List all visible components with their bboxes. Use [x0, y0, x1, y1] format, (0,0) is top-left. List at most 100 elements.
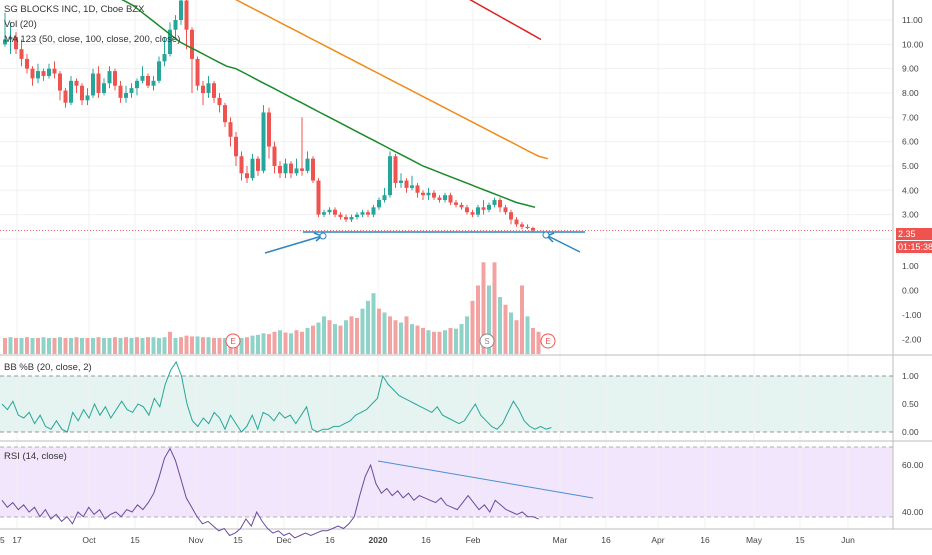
event-label-s1: S: [484, 337, 489, 346]
candle-body: [305, 158, 310, 171]
volume-bar: [190, 336, 194, 354]
bb-band-fill: [0, 376, 893, 432]
candle-body: [267, 112, 271, 147]
event-marker-e2: [540, 333, 556, 349]
candle-body: [278, 165, 282, 174]
volume-bar: [201, 337, 205, 354]
volume-bar: [19, 337, 24, 354]
candle-body: [459, 204, 464, 208]
volume-bar: [272, 331, 277, 354]
candle-body: [448, 195, 453, 203]
vol-tick-3: -2.00: [902, 335, 922, 345]
candle-body: [289, 163, 293, 174]
last-price-tag: 2.35: [896, 228, 932, 240]
symbol-title[interactable]: SG BLOCKS INC, 1D, Cboe BZX: [4, 4, 145, 15]
ma200-line: [469, 0, 542, 41]
volume-bar: [481, 262, 486, 354]
price-tick-7: 4.00: [902, 185, 919, 195]
candle-body: [454, 202, 458, 205]
candle-body: [8, 37, 13, 40]
candle-body: [80, 85, 84, 101]
candle-body: [36, 71, 40, 79]
rsi-band-fill: [0, 447, 893, 517]
candle-body: [239, 156, 244, 174]
volume-bar: [525, 316, 530, 354]
volume-bar: [393, 320, 398, 354]
pane-dividers: [0, 0, 932, 530]
candle-body: [140, 75, 145, 81]
candle-body: [63, 90, 68, 103]
candles: [3, 0, 535, 232]
bb-pane: [0, 360, 893, 433]
candle-body: [261, 112, 266, 171]
candle-body: [25, 58, 29, 69]
candle-body: [201, 85, 205, 93]
arrow-left-handle: [319, 232, 327, 240]
bb-tick-2: 0.00: [902, 427, 919, 437]
candle-body: [179, 0, 183, 21]
rsi-legend[interactable]: RSI (14, close): [4, 451, 67, 462]
time-tick-3: Nov: [188, 535, 204, 545]
candle-body: [432, 192, 436, 198]
time-tick-10: Mar: [553, 535, 568, 545]
volume-bar: [217, 337, 222, 354]
candle-body: [388, 156, 392, 196]
bar-countdown-tag: 01:15:38: [896, 241, 932, 253]
volume-bar: [536, 331, 541, 354]
volume-bar: [360, 308, 365, 354]
candle-body: [85, 95, 90, 101]
time-tick-13: 16: [700, 535, 710, 545]
volume-bar: [349, 316, 354, 354]
drawings[interactable]: [264, 231, 585, 254]
candle-body: [30, 68, 35, 79]
candle-body: [58, 73, 62, 91]
volume-bar: [69, 337, 73, 354]
candle-body: [470, 212, 475, 215]
volume-bar: [492, 262, 497, 354]
volume-bar: [168, 331, 172, 354]
volume-bar: [344, 320, 348, 354]
event-marker-e1: [225, 333, 241, 349]
candle-body: [311, 158, 315, 181]
candle-body: [316, 180, 321, 215]
vol-tick-0: 1.00: [902, 261, 919, 271]
volume-bar: [96, 337, 101, 354]
volume-bar: [30, 337, 35, 354]
vol-legend[interactable]: Vol (20): [4, 19, 37, 30]
rsi-trendline: [377, 460, 594, 499]
price-tick-0: 11.00: [902, 15, 923, 25]
time-tick-7: 2020: [369, 535, 388, 545]
volume-bar: [289, 333, 293, 354]
bb-legend[interactable]: BB %B (20, close, 2): [4, 362, 92, 373]
volume-bar: [151, 337, 156, 354]
volume-bar: [454, 328, 458, 354]
candle-body: [52, 68, 57, 74]
candle-body: [476, 207, 480, 215]
price-tick-3: 8.00: [902, 88, 919, 98]
volume-bar: [382, 312, 387, 354]
volume-bar: [399, 322, 403, 354]
volume-bar: [503, 304, 508, 354]
volume-bar: [476, 285, 480, 354]
candle-body: [465, 207, 469, 213]
price-tick-6: 5.00: [902, 161, 919, 171]
candle-body: [212, 83, 216, 98]
price-tick-8: 3.00: [902, 210, 919, 220]
candle-body: [283, 163, 288, 174]
time-axis[interactable]: 17 Oct 15 Nov 15 Dec 16 2020 16 Feb Mar 16 Apr 16 May 1…: [0, 535, 855, 545]
ma-legend[interactable]: MA 123 (50, close, 100, close, 200, clos…: [4, 34, 181, 45]
candle-body: [41, 71, 46, 76]
volume-bars: [3, 262, 541, 354]
volume-bar: [135, 337, 139, 354]
time-tick-9: Feb: [466, 535, 481, 545]
volume-bar: [283, 332, 288, 354]
price-tick-1: 10.00: [902, 39, 924, 49]
volume-bar: [3, 337, 7, 354]
candle-body: [19, 49, 24, 59]
candle-body: [157, 61, 161, 81]
rsi-pane: [0, 446, 893, 539]
volume-bar: [371, 293, 376, 354]
candle-body: [520, 224, 524, 227]
arrow-left-shaft: [264, 235, 323, 254]
